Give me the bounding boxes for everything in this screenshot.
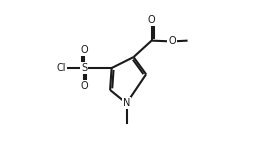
Text: O: O bbox=[168, 36, 176, 46]
Text: N: N bbox=[123, 98, 130, 108]
Text: Cl: Cl bbox=[57, 63, 66, 73]
Text: O: O bbox=[81, 81, 88, 91]
Text: O: O bbox=[148, 15, 155, 25]
Text: S: S bbox=[81, 63, 87, 73]
Text: O: O bbox=[81, 45, 88, 55]
